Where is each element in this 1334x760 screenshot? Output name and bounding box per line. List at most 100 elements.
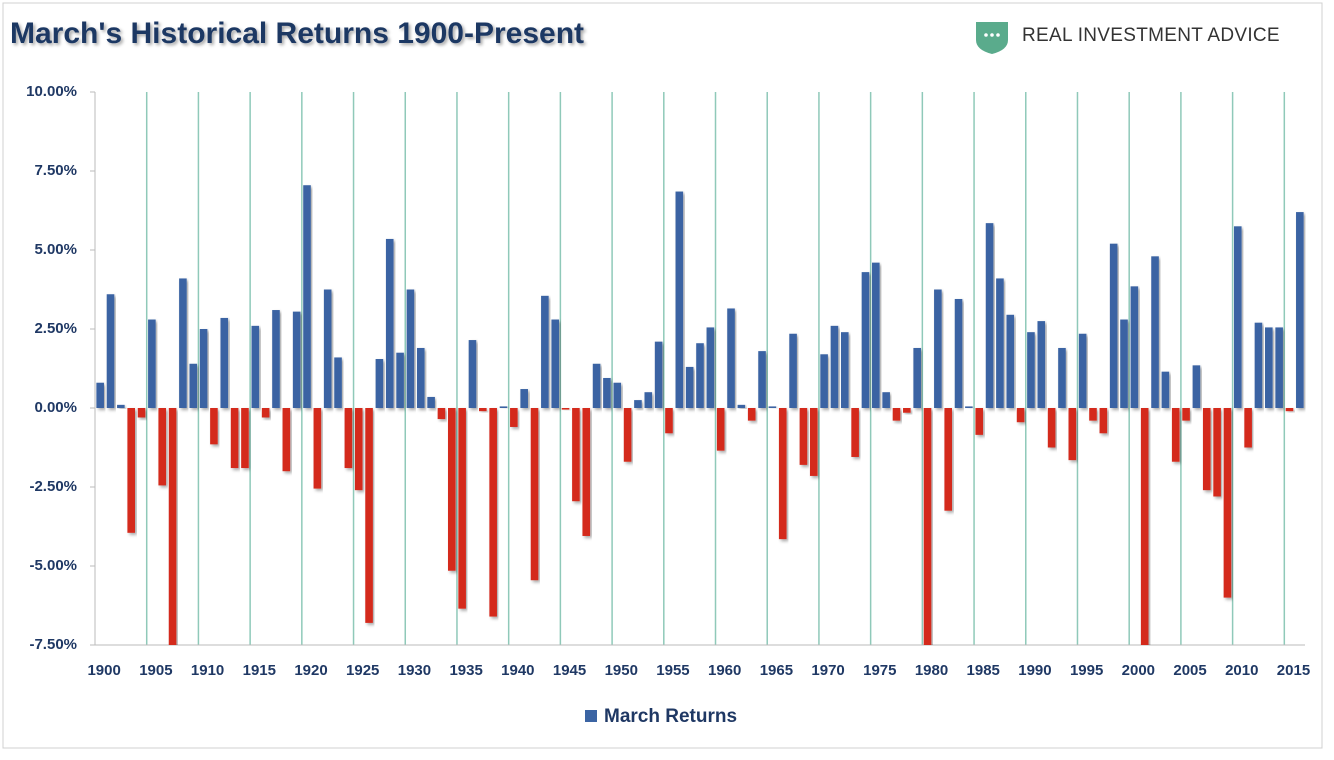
bar: [148, 319, 156, 408]
bar: [1223, 408, 1232, 598]
x-tick-label: 1970: [811, 662, 844, 679]
bar: [644, 392, 653, 408]
x-tick-label: 1980: [915, 662, 948, 679]
bars: [96, 185, 1304, 645]
logo-dot: [996, 33, 1000, 37]
bar: [447, 408, 456, 571]
bar: [158, 408, 167, 486]
bar: [1265, 327, 1273, 408]
bar: [96, 382, 104, 408]
x-tick-label: 1995: [1070, 662, 1103, 679]
bar: [416, 347, 425, 408]
bar: [675, 191, 684, 408]
bar: [1202, 408, 1211, 491]
bar: [1151, 256, 1159, 408]
bar: [572, 408, 580, 502]
bar: [1016, 408, 1025, 423]
bar: [861, 272, 870, 408]
x-tick-label: 2000: [1122, 662, 1155, 679]
bar: [230, 408, 239, 469]
y-tick-label: 0.00%: [34, 399, 77, 416]
bar: [613, 382, 622, 408]
bar: [840, 332, 849, 408]
x-tick-label: 1945: [553, 662, 586, 679]
bar: [179, 278, 187, 408]
bar: [1161, 371, 1170, 408]
x-tick-label: 1935: [449, 662, 482, 679]
logo-shield: [976, 22, 1008, 54]
bar: [1213, 408, 1221, 497]
bar: [634, 400, 642, 408]
bar: [830, 325, 839, 408]
bar: [354, 408, 363, 491]
bar: [541, 295, 549, 408]
x-tick-label: 1930: [398, 662, 431, 679]
bar: [137, 408, 146, 418]
bar: [654, 341, 663, 408]
y-tick-label: -2.50%: [29, 478, 77, 495]
bar: [696, 343, 704, 408]
bar: [406, 289, 415, 408]
bar: [1130, 286, 1139, 408]
x-tick-label: 1960: [708, 662, 741, 679]
bar: [1047, 408, 1056, 448]
bar: [385, 238, 394, 408]
bar: [975, 408, 984, 435]
x-tick-label: 1950: [605, 662, 638, 679]
bar: [117, 404, 125, 408]
bar: [344, 408, 353, 469]
bar: [996, 278, 1004, 408]
bar: [106, 294, 115, 408]
bar: [1099, 408, 1108, 434]
bar: [1254, 322, 1263, 408]
bar: [685, 366, 694, 408]
x-tick-label: 1910: [191, 662, 224, 679]
bar: [727, 308, 735, 408]
bar: [530, 408, 539, 581]
bar: [603, 377, 611, 408]
bar: [903, 408, 911, 413]
logo-text: REAL INVESTMENT ADVICE: [1022, 25, 1280, 46]
bar: [737, 404, 746, 408]
bar: [199, 329, 208, 408]
x-tick-label: 1905: [139, 662, 172, 679]
bar: [768, 406, 777, 408]
y-tick-label: 5.00%: [34, 241, 77, 258]
logo: REAL INVESTMENT ADVICE: [976, 22, 1280, 54]
bar: [1192, 365, 1201, 408]
bar: [323, 289, 332, 408]
x-tick-label: 1940: [501, 662, 534, 679]
bar: [458, 408, 466, 609]
bar: [313, 408, 322, 489]
bar: [913, 347, 921, 408]
x-tick-label: 1975: [863, 662, 896, 679]
bar: [1285, 408, 1294, 412]
logo-dot: [984, 33, 988, 37]
bar: [1244, 408, 1252, 448]
bar: [934, 289, 942, 408]
bar: [882, 392, 890, 408]
bar: [272, 310, 280, 408]
bar: [923, 408, 932, 645]
x-tick-label: 1990: [1018, 662, 1051, 679]
bar: [510, 408, 518, 427]
bar: [592, 363, 601, 408]
bar: [468, 340, 477, 408]
x-tick-label: 1955: [656, 662, 689, 679]
bar: [292, 311, 301, 408]
bar: [851, 408, 859, 457]
x-tick-label: 1915: [243, 662, 276, 679]
bar: [778, 408, 787, 540]
bar: [747, 408, 756, 421]
bar: [820, 354, 828, 408]
bar: [965, 406, 973, 408]
bar: [758, 351, 766, 408]
bar: [210, 408, 218, 445]
bar: [437, 408, 446, 420]
x-tick-label: 1965: [760, 662, 793, 679]
bar: [168, 408, 177, 645]
bar: [489, 408, 497, 617]
bar: [623, 408, 632, 462]
bar: [251, 325, 260, 408]
